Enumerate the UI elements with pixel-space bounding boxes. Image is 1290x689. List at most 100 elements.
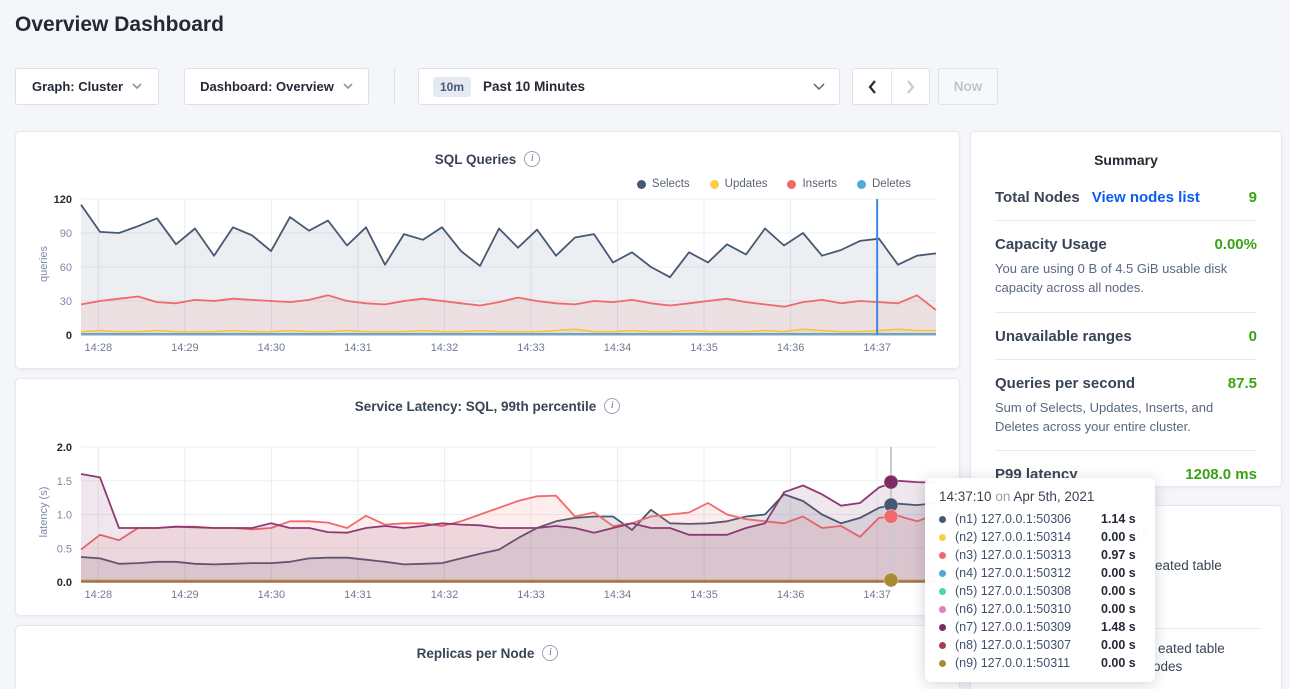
unavailable-ranges-value: 0 (1249, 328, 1257, 345)
time-window-dropdown[interactable]: 10m Past 10 Minutes (418, 68, 840, 105)
tooltip-node-row: (n1) 127.0.0.1:503061.14 s (939, 510, 1141, 528)
node-color-dot (939, 588, 946, 595)
node-address: (n9) 127.0.0.1:50311 (955, 656, 1101, 670)
svg-text:30: 30 (60, 296, 72, 308)
p99-latency-value: 1208.0 ms (1185, 466, 1257, 483)
capacity-usage-description: You are using 0 B of 4.5 GiB usable disk… (995, 260, 1257, 298)
replicas-chart-title: Replicas per Node (417, 646, 535, 661)
event-item-text-fragment: eated table (1158, 641, 1225, 656)
summary-panel: Summary Total Nodes View nodes list 9 Ca… (970, 131, 1282, 487)
view-nodes-list-link[interactable]: View nodes list (1092, 189, 1200, 206)
chevron-left-icon (868, 80, 877, 94)
time-step-forward-button[interactable] (891, 69, 929, 104)
svg-text:120: 120 (54, 194, 72, 206)
info-icon[interactable]: i (542, 645, 558, 661)
node-color-dot (939, 660, 946, 667)
tooltip-date: Apr 5th, 2021 (1013, 489, 1094, 504)
svg-text:14:31: 14:31 (344, 342, 372, 354)
tooltip-node-row: (n8) 127.0.0.1:503070.00 s (939, 636, 1141, 654)
queries-per-second-description: Sum of Selects, Updates, Inserts, and De… (995, 399, 1257, 437)
service-latency-card: Service Latency: SQL, 99th percentile i … (15, 378, 960, 616)
tooltip-node-row: (n3) 127.0.0.1:503130.97 s (939, 546, 1141, 564)
chevron-down-icon (343, 83, 353, 90)
hover-tooltip-rows: (n1) 127.0.0.1:503061.14 s(n2) 127.0.0.1… (939, 510, 1141, 672)
node-address: (n6) 127.0.0.1:50310 (955, 602, 1101, 616)
replicas-per-node-card: Replicas per Node i (15, 625, 960, 689)
queries-per-second-label: Queries per second (995, 375, 1135, 392)
capacity-usage-value: 0.00% (1214, 236, 1257, 253)
tooltip-timestamp: 14:37:10 on Apr 5th, 2021 (939, 489, 1141, 504)
node-address: (n7) 127.0.0.1:50309 (955, 620, 1101, 634)
node-color-dot (939, 642, 946, 649)
sql-queries-card: SQL Queries i SelectsUpdatesInsertsDelet… (15, 131, 960, 369)
chevron-down-icon (132, 83, 142, 90)
tooltip-node-row: (n7) 127.0.0.1:503091.48 s (939, 618, 1141, 636)
svg-text:90: 90 (60, 228, 72, 240)
svg-text:14:32: 14:32 (431, 342, 459, 354)
svg-text:1.0: 1.0 (57, 510, 72, 522)
svg-text:14:33: 14:33 (517, 589, 545, 601)
svg-text:14:28: 14:28 (85, 342, 113, 354)
service-latency-chart-plot[interactable]: 14:28 14:29 14:30 14:31 14:32 14:33 14:34 14:35… (16, 379, 959, 615)
svg-text:14:30: 14:30 (258, 342, 286, 354)
graph-selector-dropdown[interactable]: Graph: Cluster (15, 68, 159, 105)
node-color-dot (939, 516, 946, 523)
node-latency-value: 0.97 s (1101, 548, 1136, 562)
capacity-usage-label: Capacity Usage (995, 236, 1107, 253)
svg-text:14:36: 14:36 (777, 342, 805, 354)
svg-text:14:29: 14:29 (171, 342, 199, 354)
node-latency-value: 0.00 s (1101, 530, 1136, 544)
svg-text:2.0: 2.0 (57, 442, 72, 454)
svg-text:14:29: 14:29 (171, 589, 199, 601)
total-nodes-value: 9 (1249, 189, 1257, 206)
svg-text:14:30: 14:30 (258, 589, 286, 601)
sql-queries-chart-plot[interactable]: 14:2814:2914:3014:3114:3214:3314:3414:35… (16, 132, 959, 368)
node-latency-value: 1.14 s (1101, 512, 1136, 526)
chevron-down-icon (813, 83, 825, 91)
svg-text:14:34: 14:34 (604, 589, 632, 601)
node-address: (n1) 127.0.0.1:50306 (955, 512, 1101, 526)
svg-text:1.5: 1.5 (57, 476, 72, 488)
node-latency-value: 0.00 s (1101, 602, 1136, 616)
svg-text:14:35: 14:35 (690, 589, 718, 601)
dashboard-selector-dropdown[interactable]: Dashboard: Overview (184, 68, 369, 105)
node-color-dot (939, 570, 946, 577)
svg-text:14:32: 14:32 (431, 589, 459, 601)
tooltip-time: 14:37:10 (939, 489, 992, 504)
dashboard-selector-label: Dashboard: Overview (200, 79, 334, 94)
node-latency-value: 0.00 s (1101, 584, 1136, 598)
tooltip-on: on (995, 489, 1010, 504)
node-address: (n5) 127.0.0.1:50308 (955, 584, 1101, 598)
tooltip-node-row: (n5) 127.0.0.1:503080.00 s (939, 582, 1141, 600)
time-window-badge: 10m (433, 77, 471, 97)
now-button[interactable]: Now (938, 68, 998, 105)
unavailable-ranges-label: Unavailable ranges (995, 328, 1132, 345)
svg-text:14:31: 14:31 (344, 589, 372, 601)
time-window-label: Past 10 Minutes (483, 79, 813, 94)
svg-text:14:37: 14:37 (863, 342, 891, 354)
tooltip-node-row: (n9) 127.0.0.1:503110.00 s (939, 654, 1141, 672)
svg-text:14:34: 14:34 (604, 342, 632, 354)
page-title: Overview Dashboard (15, 13, 224, 37)
graph-selector-label: Graph: Cluster (32, 79, 123, 94)
time-step-buttons (852, 68, 930, 105)
time-step-back-button[interactable] (853, 69, 891, 104)
queries-per-second-value: 87.5 (1228, 375, 1257, 392)
node-address: (n2) 127.0.0.1:50314 (955, 530, 1101, 544)
node-address: (n3) 127.0.0.1:50313 (955, 548, 1101, 562)
svg-text:60: 60 (60, 262, 72, 274)
node-color-dot (939, 606, 946, 613)
svg-text:14:36: 14:36 (777, 589, 805, 601)
event-item-text-fragment: odes (1153, 659, 1182, 674)
tooltip-node-row: (n6) 127.0.0.1:503100.00 s (939, 600, 1141, 618)
node-color-dot (939, 552, 946, 559)
svg-text:14:28: 14:28 (85, 589, 113, 601)
chevron-right-icon (906, 80, 915, 94)
svg-text:14:35: 14:35 (690, 342, 718, 354)
svg-text:0.0: 0.0 (57, 577, 72, 589)
node-color-dot (939, 534, 946, 541)
node-latency-value: 0.00 s (1101, 656, 1136, 670)
toolbar-divider (394, 68, 395, 105)
svg-text:14:37: 14:37 (863, 589, 891, 601)
node-color-dot (939, 624, 946, 631)
